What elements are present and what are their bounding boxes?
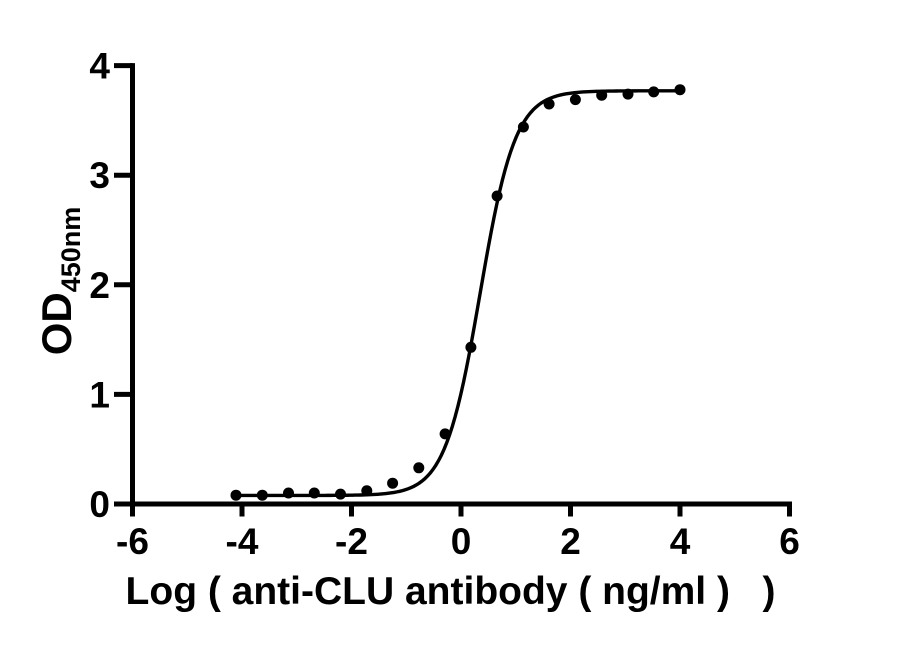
data-point — [335, 488, 346, 500]
data-point — [308, 487, 320, 499]
data-point — [230, 489, 242, 501]
data-point — [465, 341, 477, 353]
data-point — [387, 477, 399, 489]
y-tick-label: 0 — [89, 484, 110, 525]
x-axis-title: Log ( anti-CLU antibody ( ng/ml ) ) — [125, 570, 776, 613]
data-point — [517, 121, 529, 133]
data-point — [648, 86, 660, 98]
y-axis-title-subscript: 450nm — [56, 206, 86, 293]
y-tick-label: 2 — [89, 265, 110, 306]
data-point — [361, 485, 373, 497]
fit-curve — [234, 89, 682, 498]
y-axis-title-main: OD — [33, 292, 80, 356]
data-point — [674, 84, 686, 96]
data-point — [569, 94, 581, 106]
x-tick-label: -6 — [116, 521, 149, 562]
y-axis-title: OD450nm — [33, 207, 86, 356]
data-point — [439, 428, 451, 440]
x-tick-label: -4 — [226, 521, 259, 562]
y-tick-label: 4 — [89, 46, 110, 87]
x-tick-label: 0 — [451, 521, 472, 562]
data-point — [622, 88, 634, 100]
data-point — [596, 89, 608, 101]
data-point — [413, 462, 425, 474]
x-tick-label: 4 — [670, 521, 691, 562]
x-tick-label: 6 — [779, 521, 800, 562]
data-point — [543, 98, 555, 110]
x-tick-label: 2 — [560, 521, 581, 562]
data-point — [491, 190, 503, 202]
y-tick-label: 1 — [89, 374, 110, 415]
data-point — [256, 489, 268, 501]
data-point — [283, 487, 294, 499]
y-tick-label: 3 — [89, 155, 110, 196]
x-tick-label: -2 — [335, 521, 368, 562]
